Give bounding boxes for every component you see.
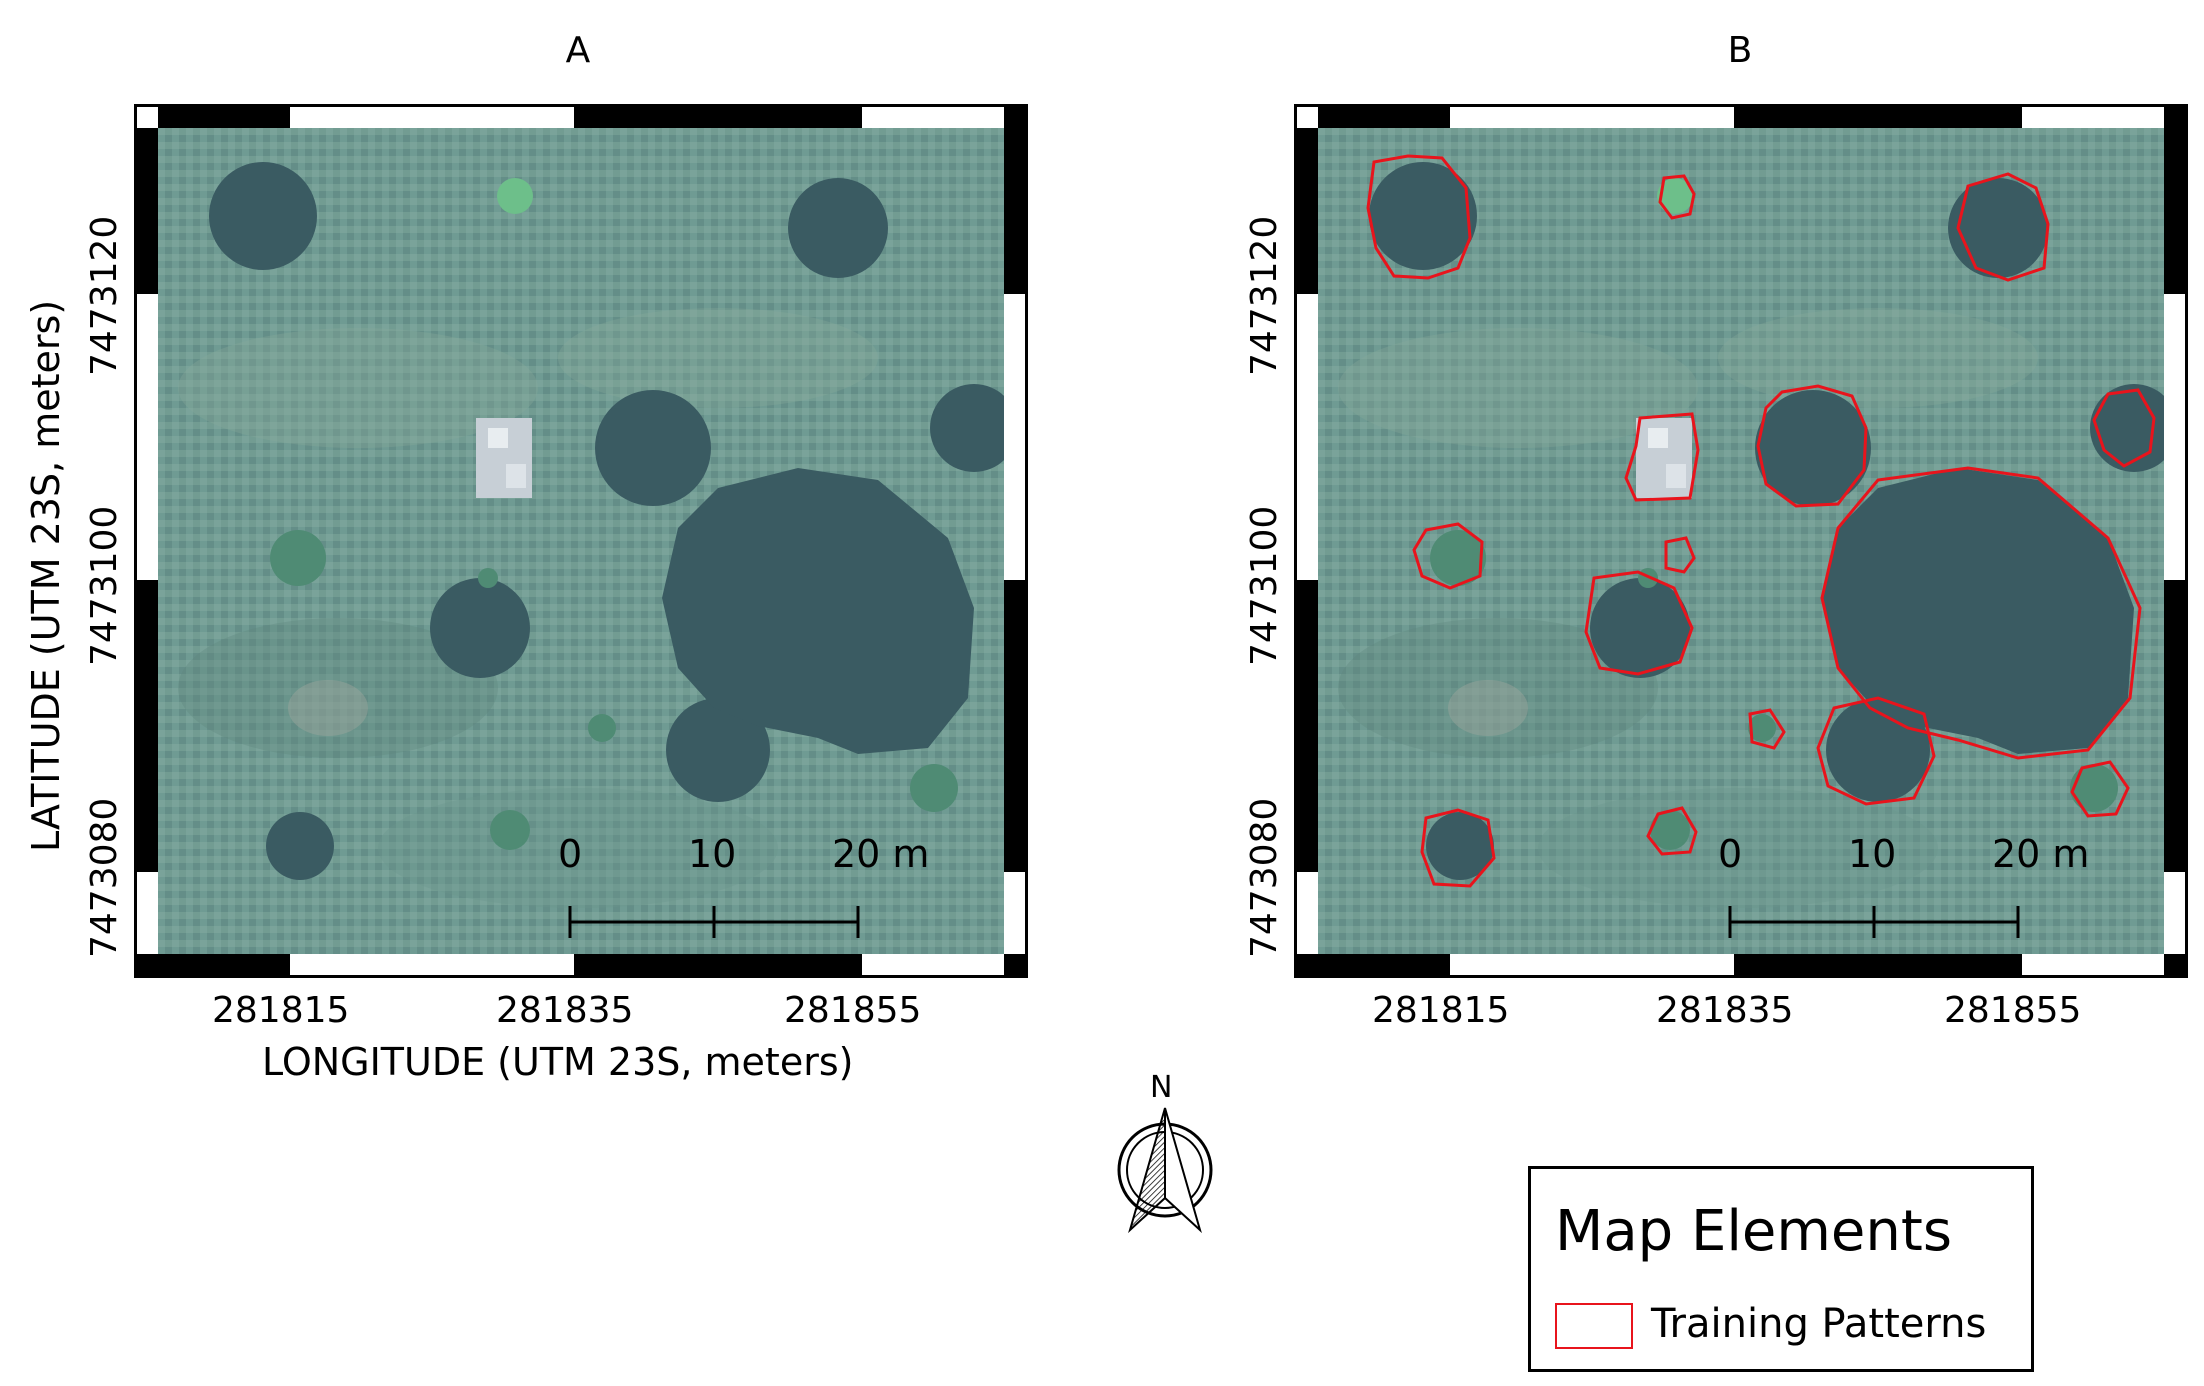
tree-crown: [209, 162, 317, 270]
neatline-b: [1296, 106, 2186, 976]
y-tick-label: 7473080: [1244, 797, 1285, 958]
legend-swatch-training-patterns: [1555, 1303, 1633, 1349]
neatline-a: [136, 106, 1026, 976]
y-tick-label: 7473100: [1244, 505, 1285, 666]
scale-bar-label: 0: [1718, 832, 1743, 876]
x-tick-label: 281855: [1944, 990, 2082, 1031]
y-tick-label: 7473120: [1244, 215, 1285, 376]
scale-bar: [1728, 906, 2020, 938]
map-frame-b: [1294, 104, 2188, 978]
legend-title: Map Elements: [1555, 1199, 1953, 1264]
x-tick-label: 281815: [212, 990, 350, 1031]
legend-item-label: Training Patterns: [1651, 1301, 1987, 1347]
north-arrow-label: N: [1150, 1070, 1173, 1105]
legend: Map Elements Training Patterns: [1528, 1166, 2034, 1372]
y-axis-label: LATITUDE (UTM 23S, meters): [24, 299, 68, 852]
panel-b-title: B: [1727, 30, 1753, 71]
scale-bar-label: 0: [558, 832, 583, 876]
y-tick-label: 7473100: [84, 505, 125, 666]
scale-bar-label: 10: [1848, 832, 1897, 876]
scale-bar-label: 20 m: [832, 832, 930, 876]
map-frame-a: [134, 104, 1028, 978]
x-tick-label: 281855: [784, 990, 922, 1031]
north-arrow-icon: [1117, 1107, 1213, 1234]
y-tick-label: 7473080: [84, 797, 125, 958]
satellite-imagery-b: [1318, 128, 2164, 954]
x-tick-label: 281815: [1372, 990, 1510, 1031]
satellite-imagery-a: [158, 128, 1004, 954]
x-tick-label: 281835: [496, 990, 634, 1031]
y-tick-label: 7473120: [84, 215, 125, 376]
scale-bar-label: 10: [688, 832, 737, 876]
scale-bar: [568, 906, 860, 938]
scale-bar-label: 20 m: [1992, 832, 2090, 876]
x-axis-label: LONGITUDE (UTM 23S, meters): [262, 1040, 854, 1084]
panel-a-title: A: [565, 30, 591, 71]
x-tick-label: 281835: [1656, 990, 1794, 1031]
training-pattern-outlines: [1366, 154, 2156, 888]
